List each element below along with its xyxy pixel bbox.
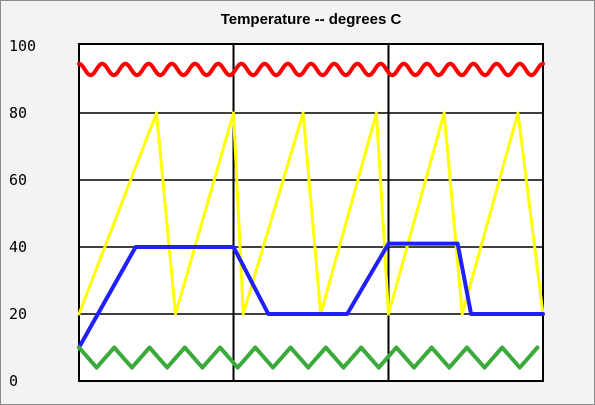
y-tick-label-80: 80 bbox=[9, 104, 27, 122]
series-line-1 bbox=[77, 61, 545, 78]
chart-title: Temperature -- degrees C bbox=[221, 11, 402, 28]
y-tick-label-40: 40 bbox=[9, 238, 27, 256]
series-line-4 bbox=[77, 345, 540, 370]
series-layer bbox=[77, 61, 545, 370]
y-axis-ticks: 0 20 40 60 80 100 bbox=[9, 37, 36, 390]
y-tick-label-20: 20 bbox=[9, 305, 27, 323]
y-tick-label-100: 100 bbox=[9, 37, 36, 55]
y-tick-label-60: 60 bbox=[9, 171, 27, 189]
series-line-3 bbox=[77, 241, 545, 350]
y-tick-label-0: 0 bbox=[9, 372, 18, 390]
